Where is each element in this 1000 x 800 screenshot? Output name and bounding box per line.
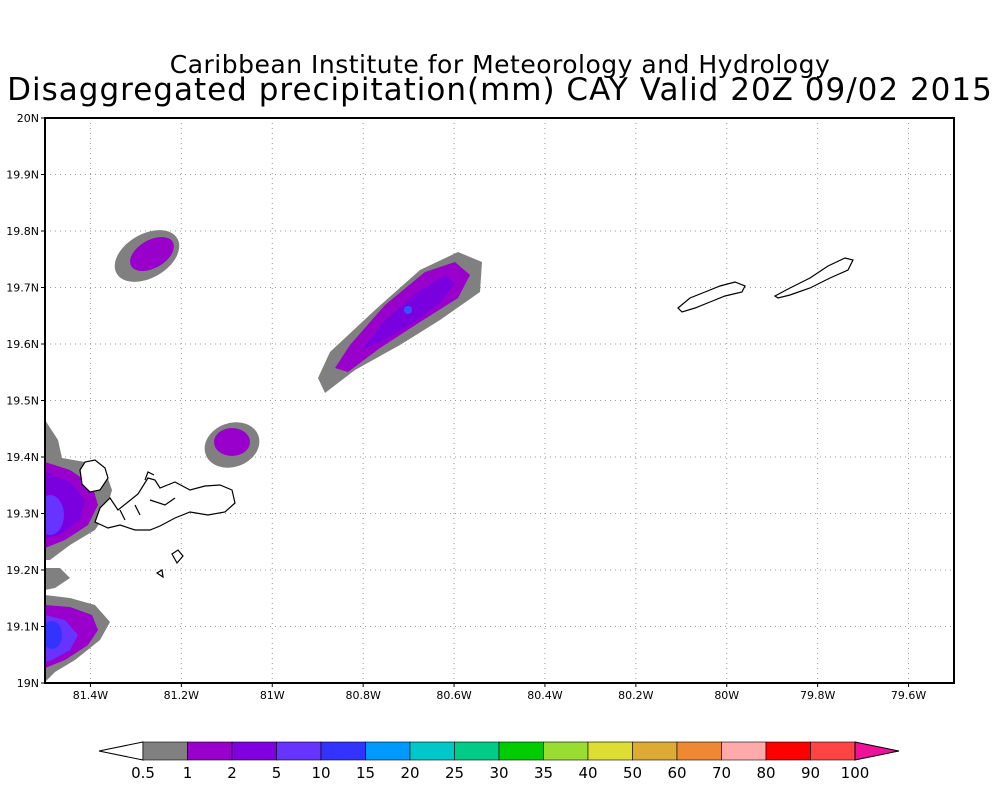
colorbar-swatch — [231, 741, 277, 761]
colorbar-label: 50 — [623, 764, 642, 782]
precip-contour — [404, 306, 412, 314]
colorbar-under-triangle — [98, 741, 144, 761]
title-line-2: Disaggregated precipitation(mm) CAY Vali… — [7, 72, 993, 108]
colorbar-label: 5 — [272, 764, 282, 782]
colorbar: 0.5 1 2 5 10 15 20 25 30 35 40 50 60 70 80 90 100 — [98, 741, 900, 782]
map-grid — [45, 118, 954, 683]
colorbar-swatch — [498, 741, 544, 761]
lat-tick-label: 19.8N — [6, 225, 39, 238]
colorbar-label: 80 — [756, 764, 775, 782]
lon-tick-label: 80.4W — [527, 689, 562, 702]
grand-cayman-north-sound — [79, 459, 109, 493]
colorbar-label: 100 — [841, 764, 870, 782]
latitude-axis: 20N 19.9N 19.8N 19.7N 19.6N 19.5N 19.4N 19.3N 19… — [6, 112, 45, 690]
colorbar-label: 1 — [183, 764, 193, 782]
island-outlines — [79, 257, 854, 579]
lat-tick-label: 19.3N — [6, 508, 39, 521]
little-cayman-outline — [677, 281, 746, 313]
cayman-brac-outline — [773, 257, 854, 299]
islet — [155, 569, 164, 579]
precip-contour — [130, 236, 174, 272]
colorbar-swatch — [409, 741, 455, 761]
colorbar-swatch — [365, 741, 411, 761]
lon-tick-label: 79.8W — [800, 689, 835, 702]
title-line-1: Caribbean Institute for Meteorology and … — [169, 50, 831, 79]
colorbar-swatch — [454, 741, 500, 761]
grand-cayman-detail — [119, 471, 176, 521]
lat-tick-label: 19.1N — [6, 621, 39, 634]
lon-tick-label: 81.2W — [164, 689, 199, 702]
colorbar-swatch — [765, 741, 811, 761]
colorbar-label: 40 — [578, 764, 597, 782]
colorbar-swatch — [632, 741, 678, 761]
lon-tick-label: 79.6W — [891, 689, 926, 702]
colorbar-label: 35 — [534, 764, 553, 782]
lon-tick-label: 80.6W — [436, 689, 471, 702]
colorbar-label: 70 — [712, 764, 731, 782]
colorbar-label: 20 — [400, 764, 419, 782]
colorbar-label: 10 — [311, 764, 330, 782]
precip-contour — [45, 495, 64, 535]
precipitation-layer — [45, 230, 482, 682]
colorbar-swatch — [142, 741, 188, 761]
colorbar-over-triangle — [854, 741, 900, 761]
lat-tick-label: 19.2N — [6, 564, 39, 577]
colorbar-label: 25 — [445, 764, 464, 782]
lon-tick-label: 80.8W — [345, 689, 380, 702]
lat-tick-label: 19.9N — [6, 169, 39, 182]
colorbar-label: 0.5 — [131, 764, 155, 782]
precip-contour — [214, 428, 250, 456]
lon-tick-label: 80W — [714, 689, 739, 702]
lon-tick-label: 81W — [260, 689, 285, 702]
precip-contour — [45, 621, 62, 649]
precip-contour — [45, 568, 70, 590]
lat-tick-label: 19.5N — [6, 395, 39, 408]
colorbar-swatch — [187, 741, 233, 761]
lat-tick-label: 19N — [17, 677, 39, 690]
colorbar-label: 60 — [667, 764, 686, 782]
longitude-axis: 81.4W 81.2W 81W 80.8W 80.6W 80.4W 80.2W 80W 79.8… — [73, 683, 926, 702]
colorbar-swatch — [320, 741, 366, 761]
colorbar-swatch — [587, 741, 633, 761]
colorbar-label: 90 — [801, 764, 820, 782]
lat-tick-label: 19.4N — [6, 451, 39, 464]
colorbar-label: 15 — [356, 764, 375, 782]
lon-tick-label: 80.2W — [618, 689, 653, 702]
lat-tick-label: 20N — [17, 112, 39, 125]
islet — [171, 549, 184, 565]
colorbar-swatch — [276, 741, 322, 761]
colorbar-label: 30 — [489, 764, 508, 782]
colorbar-swatch — [543, 741, 589, 761]
colorbar-swatch — [721, 741, 767, 761]
grand-cayman-outline — [94, 477, 236, 531]
lon-tick-label: 81.4W — [73, 689, 108, 702]
lat-tick-label: 19.7N — [6, 282, 39, 295]
colorbar-swatch — [676, 741, 722, 761]
colorbar-label: 2 — [227, 764, 237, 782]
lat-tick-label: 19.6N — [6, 338, 39, 351]
colorbar-swatch — [810, 741, 856, 761]
